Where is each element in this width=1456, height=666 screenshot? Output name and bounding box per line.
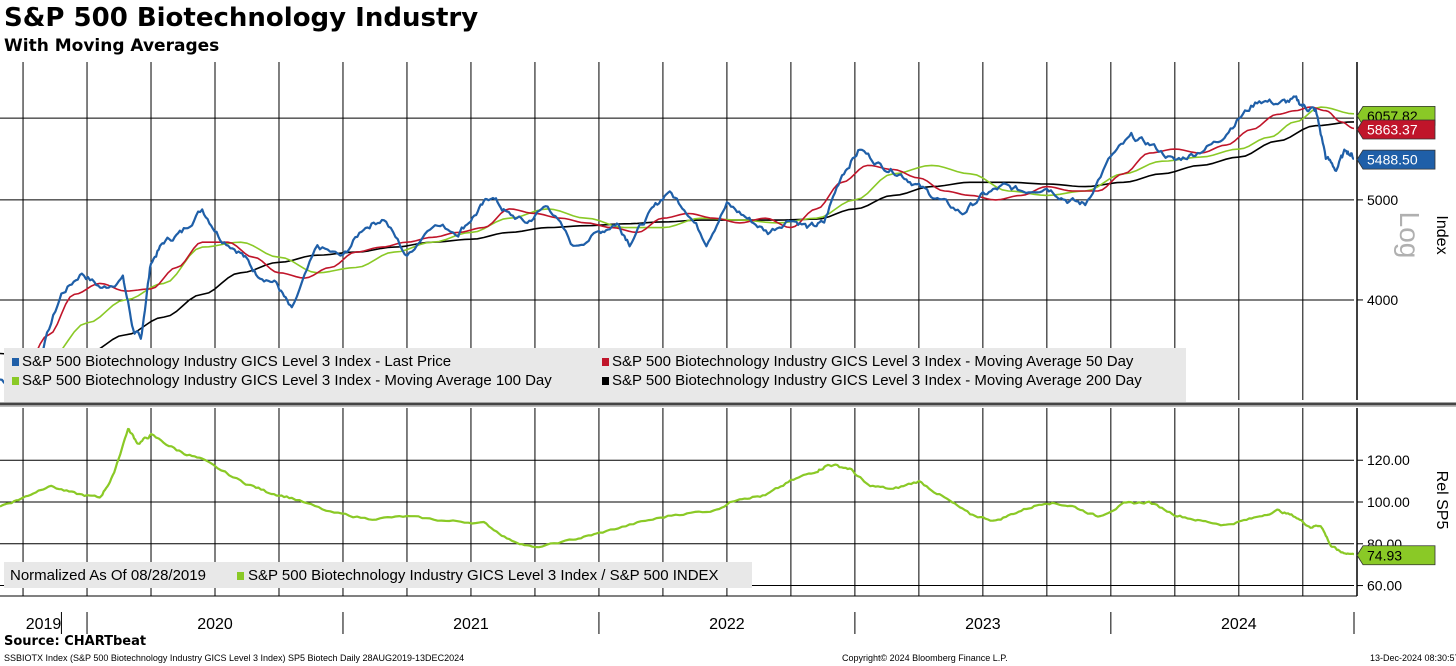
last-value-tag-relative-shape bbox=[1356, 545, 1436, 566]
ytick-label-top: 4000 bbox=[1367, 292, 1398, 308]
year-label: 2023 bbox=[965, 616, 1001, 633]
last-value-tag-ma50-text: 5863.37 bbox=[1367, 121, 1418, 137]
x-axis-years: 2019 2020 2021 2022 2023 2024 bbox=[26, 612, 1355, 634]
legend-top: S&P 500 Biotechnology Industry GICS Leve… bbox=[4, 348, 1186, 402]
normalized-label: Normalized As Of 08/28/2019 bbox=[10, 567, 206, 584]
series-last-price-line bbox=[0, 95, 1354, 389]
legend-swatch bbox=[12, 358, 19, 366]
legend-label: S&P 500 Biotechnology Industry GICS Leve… bbox=[612, 353, 1134, 370]
last-value-tag-last-price-shape bbox=[1356, 149, 1436, 170]
ytick-label-bottom: 60.00 bbox=[1367, 578, 1402, 594]
series-ma100-line bbox=[15, 106, 1354, 377]
last-value-tag-relative: 74.93 bbox=[1356, 545, 1436, 566]
last-value-tag-last-price-text: 5488.50 bbox=[1367, 152, 1418, 168]
legend-bottom-bg bbox=[4, 562, 752, 588]
series-ma200-line bbox=[0, 121, 1354, 364]
log-scale-label: Log bbox=[1394, 212, 1425, 259]
legend-bottom: Normalized As Of 08/28/2019 S&P 500 Biote… bbox=[4, 562, 752, 588]
legend-swatch bbox=[237, 572, 244, 580]
y-axis-label-rel: Rel SP5 bbox=[1433, 471, 1450, 530]
legend-label: S&P 500 Biotechnology Industry GICS Leve… bbox=[248, 567, 719, 584]
legend-swatch bbox=[12, 377, 19, 385]
ytick-label-bottom: 120.00 bbox=[1367, 452, 1410, 468]
year-label: 2020 bbox=[197, 616, 233, 633]
last-value-tag-relative-text: 74.93 bbox=[1367, 547, 1402, 563]
ytick-label-top: 5000 bbox=[1367, 192, 1398, 208]
year-label: 2021 bbox=[453, 616, 489, 633]
legend-top-bg bbox=[4, 348, 1186, 402]
series-ma50-line bbox=[22, 106, 1354, 374]
year-label: 2019 bbox=[26, 616, 62, 633]
year-label: 2022 bbox=[709, 616, 745, 633]
last-value-tag-ma50: 5863.37 bbox=[1356, 119, 1436, 140]
y-axis-label-index: Index bbox=[1433, 215, 1450, 254]
source-label: Source: CHARTbeat bbox=[4, 634, 147, 649]
series-relative-line bbox=[0, 427, 1354, 556]
legend-swatch bbox=[602, 358, 609, 366]
ytick-label-bottom: 100.00 bbox=[1367, 494, 1410, 510]
copyright-notice: Copyright© 2024 Bloomberg Finance L.P. bbox=[842, 653, 1008, 663]
legend-label: S&P 500 Biotechnology Industry GICS Leve… bbox=[22, 353, 451, 370]
legend-swatch bbox=[602, 377, 609, 385]
timestamp: 13-Dec-2024 08:30:57 bbox=[1370, 653, 1456, 663]
top-panel-series bbox=[0, 95, 1354, 389]
chart-subtitle: With Moving Averages bbox=[4, 36, 220, 56]
year-label: 2024 bbox=[1221, 616, 1257, 633]
last-value-tag-ma50-shape bbox=[1356, 119, 1436, 140]
legend-label: S&P 500 Biotechnology Industry GICS Leve… bbox=[22, 372, 552, 389]
legend-label: S&P 500 Biotechnology Industry GICS Leve… bbox=[612, 372, 1142, 389]
bottom-panel-series bbox=[0, 427, 1354, 556]
chart-title: S&P 500 Biotechnology Industry bbox=[4, 3, 479, 33]
last-value-tag-last-price: 5488.50 bbox=[1356, 149, 1436, 170]
ticker-description: SSBIOTX Index (S&P 500 Biotechnology Ind… bbox=[4, 653, 465, 663]
vertical-gridlines bbox=[22, 62, 1304, 596]
